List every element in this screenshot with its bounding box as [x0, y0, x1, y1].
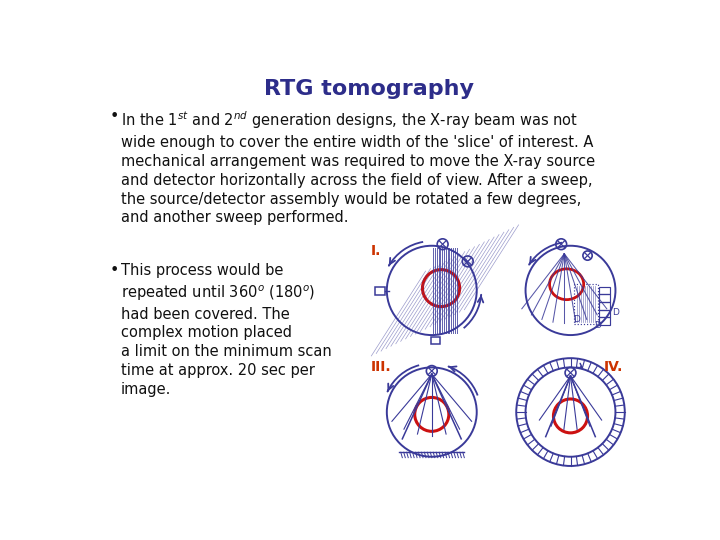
Text: III.: III. — [371, 360, 391, 374]
Bar — [599, 309, 610, 318]
Text: In the 1$^{st}$ and 2$^{nd}$ generation designs, the X-ray beam was not
wide eno: In the 1$^{st}$ and 2$^{nd}$ generation … — [121, 110, 595, 225]
Bar — [599, 318, 610, 325]
Bar — [431, 338, 439, 345]
FancyArrowPatch shape — [577, 363, 582, 368]
Bar — [599, 302, 610, 309]
Text: •: • — [109, 110, 119, 124]
Bar — [599, 287, 610, 294]
Text: D: D — [594, 321, 601, 330]
Text: This process would be
repeated until 360$^{o}$ (180$^{o}$)
had been covered. The: This process would be repeated until 360… — [121, 264, 332, 397]
Bar — [575, 284, 598, 324]
Text: RTG tomography: RTG tomography — [264, 79, 474, 99]
Text: IV.: IV. — [604, 360, 624, 374]
Text: •: • — [109, 264, 119, 279]
Text: D: D — [612, 308, 619, 317]
Bar — [599, 294, 610, 302]
Bar — [375, 287, 384, 295]
Text: I.: I. — [371, 244, 381, 258]
Text: D: D — [573, 315, 580, 323]
